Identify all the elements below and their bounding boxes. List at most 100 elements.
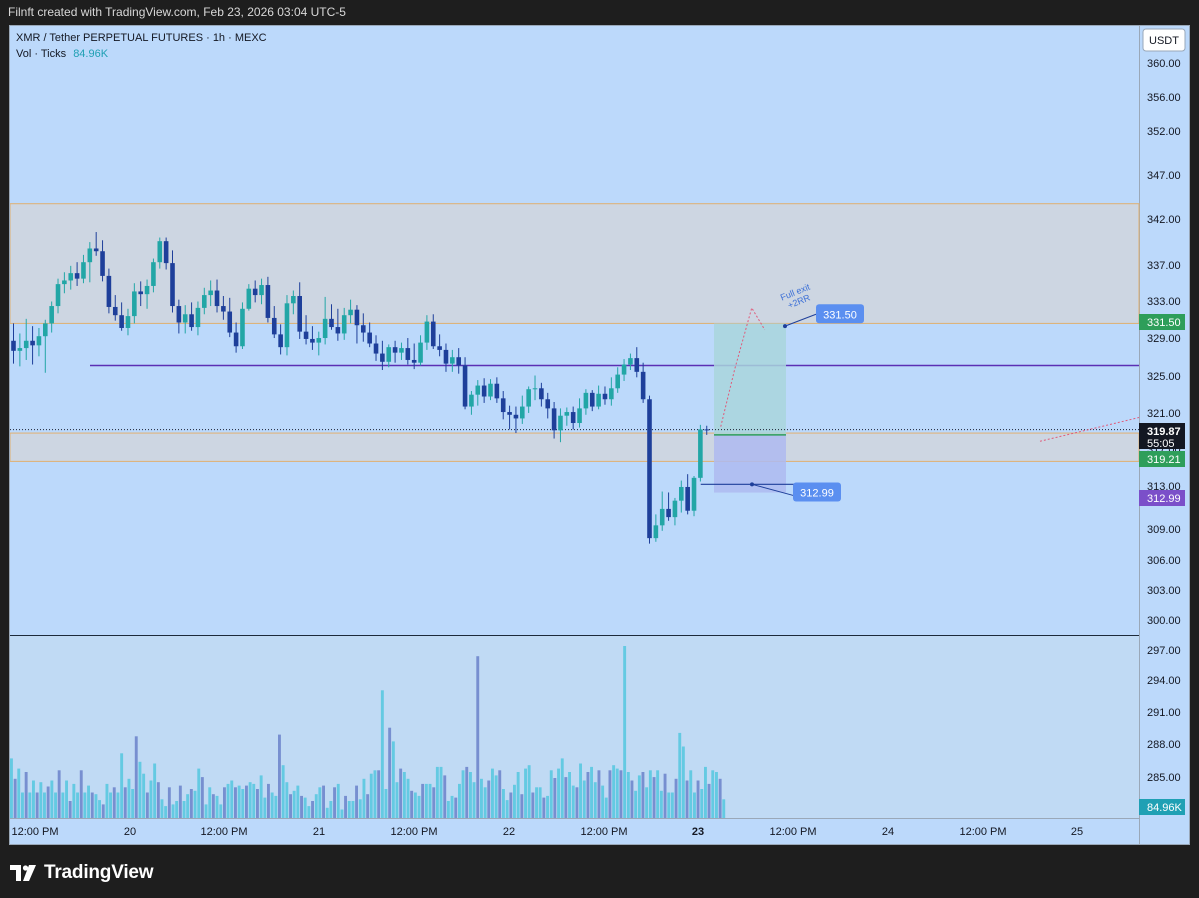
volume-bar	[98, 800, 101, 818]
price-tick-label: 294.00	[1147, 675, 1181, 687]
candle	[112, 295, 118, 321]
candle-body	[341, 315, 347, 334]
tradingview-logo[interactable]: TradingView	[10, 861, 154, 885]
candle-body	[551, 408, 557, 431]
volume-bar	[149, 780, 153, 818]
volume-bar	[366, 794, 370, 818]
price-badge	[1139, 314, 1185, 330]
candle-body	[163, 241, 169, 264]
volume-bar	[285, 782, 289, 818]
price-badge-label: 319.87	[1147, 426, 1181, 438]
candle-body	[329, 318, 334, 328]
candle	[526, 386, 531, 413]
candle	[278, 324, 283, 355]
candle	[647, 395, 652, 544]
volume-bar	[696, 780, 700, 818]
candle-body	[685, 486, 690, 511]
tradingview-logo-icon	[10, 865, 36, 881]
volume-bar	[296, 785, 300, 818]
candle-body	[23, 340, 29, 349]
volume-bar	[626, 772, 630, 818]
volume-bar	[101, 804, 105, 818]
volume-bar	[634, 790, 638, 818]
price-tick-label: 288.00	[1147, 739, 1181, 751]
chart-frame[interactable]: 331.50 Full exit+2RR 312.99 360.00 356.00 35…	[9, 25, 1190, 845]
candle	[450, 349, 455, 372]
candle	[615, 367, 620, 393]
candle	[208, 280, 213, 307]
candle-body	[265, 285, 271, 318]
volume-bar	[17, 768, 21, 818]
volume-bar	[28, 792, 32, 818]
volume-bar	[278, 734, 281, 818]
volume-bar	[189, 789, 193, 818]
volume-bar	[325, 807, 329, 818]
candle	[240, 302, 245, 349]
volume-bar	[553, 778, 557, 818]
position-stop-area[interactable]	[714, 434, 786, 493]
volume-bar	[123, 787, 127, 818]
candle	[132, 283, 137, 324]
volume-bar	[619, 770, 623, 818]
volume-bar	[498, 770, 502, 818]
volume-bar	[72, 783, 76, 818]
time-tick-label: 12:00 PM	[200, 826, 247, 838]
candle-body	[246, 288, 252, 309]
volume-bar	[630, 780, 634, 818]
volume-bar	[465, 766, 469, 818]
candle	[462, 357, 468, 410]
volume-bar	[50, 780, 54, 818]
position-target-area[interactable]	[714, 323, 786, 435]
candle	[456, 348, 461, 374]
volume-bar	[424, 783, 428, 818]
volume-bar	[318, 787, 322, 818]
candle-body	[609, 388, 614, 400]
volume-bar	[502, 789, 505, 818]
volume-bar	[13, 778, 17, 818]
candle	[507, 405, 512, 430]
candle-body	[539, 388, 544, 400]
volume-bar	[355, 785, 358, 818]
candle-body	[297, 296, 302, 332]
candle	[577, 398, 582, 428]
volume-bar	[557, 768, 560, 818]
candle-body	[634, 358, 640, 372]
candle-body	[481, 385, 487, 397]
candle	[628, 353, 633, 371]
volume-bar	[347, 801, 351, 818]
currency-button[interactable]: USDT	[1142, 28, 1186, 52]
candle-body	[545, 399, 551, 409]
volume-bar	[200, 777, 204, 818]
candle-body	[659, 508, 665, 526]
volume-bar	[171, 804, 175, 818]
candle-body	[259, 285, 264, 296]
candle	[176, 299, 182, 334]
candle	[520, 395, 525, 424]
volume-bar	[373, 770, 377, 818]
time-tick-label: 22	[503, 826, 515, 838]
volume-bar	[237, 785, 241, 818]
demand-zone[interactable]	[9, 432, 1140, 462]
time-tick-label: 20	[124, 826, 136, 838]
price-tick-label: 303.00	[1147, 585, 1181, 597]
candle	[265, 276, 271, 323]
candle-body	[513, 414, 519, 419]
volume-bar	[197, 768, 201, 818]
volume-bar	[329, 801, 333, 818]
price-tick-label: 291.00	[1147, 707, 1181, 719]
candle-body	[672, 500, 678, 518]
candle	[322, 296, 328, 345]
volume-bar	[560, 758, 564, 818]
volume-bar	[61, 792, 65, 818]
volume-bar	[178, 785, 182, 818]
volume-bar	[87, 785, 90, 818]
candle	[291, 290, 296, 315]
candle-body	[30, 340, 35, 346]
candle	[68, 265, 74, 290]
volume-bar	[469, 772, 472, 818]
candle-body	[195, 307, 201, 328]
candle-body	[373, 343, 379, 354]
volume-bar	[454, 797, 458, 818]
candle-body	[170, 263, 175, 307]
